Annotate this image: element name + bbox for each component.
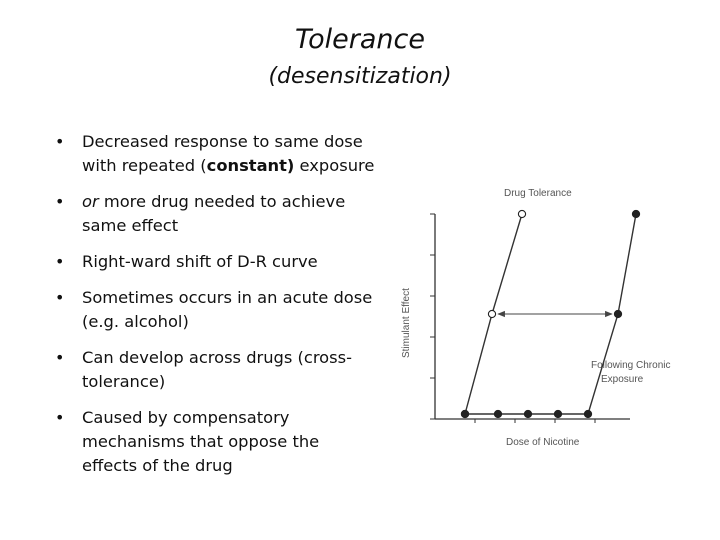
bullet-text: more drug needed to achieve same effect — [82, 192, 346, 235]
bullet-text: Caused by compensatory mechanisms that o… — [82, 408, 320, 475]
data-point-filled — [631, 209, 641, 219]
bullet-dot: • — [55, 348, 65, 367]
data-point-filled — [553, 409, 563, 419]
annotation-line2: Exposure — [601, 374, 644, 385]
x-axis-label: Dose of Nicotine — [506, 437, 580, 448]
bullet-text: Right-ward shift of D-R curve — [82, 252, 318, 271]
y-axis-label: Stimulant Effect — [401, 288, 412, 358]
bullet-dot: • — [55, 132, 65, 151]
bullet-dot: • — [55, 408, 65, 427]
bullet-text: Sometimes occurs in an acute dose (e.g. … — [82, 288, 373, 331]
x-ticks — [474, 419, 596, 423]
bullet-list: • Decreased response to same dose with r… — [55, 130, 375, 490]
data-point-filled — [613, 309, 623, 319]
bullet-text: Decreased response to same dose with rep… — [82, 132, 363, 175]
slide-title: Tolerance — [294, 24, 425, 55]
bullet-text-italic: or — [82, 192, 99, 211]
bullet-item: • Right-ward shift of D-R curve — [55, 250, 375, 274]
bullet-dot: • — [55, 192, 65, 211]
bullet-dot: • — [55, 288, 65, 307]
figure-title: Drug Tolerance — [504, 188, 572, 199]
bullet-text: Can develop across drugs (cross-toleranc… — [82, 348, 352, 391]
drug-tolerance-figure: Drug Tolerance Stimulant Effect Dose of … — [401, 188, 670, 448]
bullet-dot: • — [55, 252, 65, 271]
data-point-filled — [523, 409, 533, 419]
bullet-item: • Sometimes occurs in an acute dose (e.g… — [55, 286, 375, 334]
annotation-line1: Following Chronic — [591, 360, 670, 371]
data-point-filled — [460, 409, 470, 419]
y-ticks — [430, 213, 435, 420]
slide-subtitle: (desensitization) — [268, 64, 452, 89]
series-layer — [460, 209, 641, 419]
bullet-item: • or more drug needed to achieve same ef… — [55, 190, 375, 238]
bullet-item: • Can develop across drugs (cross-tolera… — [55, 346, 375, 394]
bullet-item: • Decreased response to same dose with r… — [55, 130, 375, 178]
data-point-filled — [493, 409, 503, 419]
bullet-text: exposure — [294, 156, 375, 175]
data-point-filled — [583, 409, 593, 419]
bullet-item: • Caused by compensatory mechanisms that… — [55, 406, 375, 478]
data-point-open — [487, 309, 497, 319]
bullet-text-bold: constant) — [206, 156, 295, 175]
data-point-open — [517, 209, 527, 219]
